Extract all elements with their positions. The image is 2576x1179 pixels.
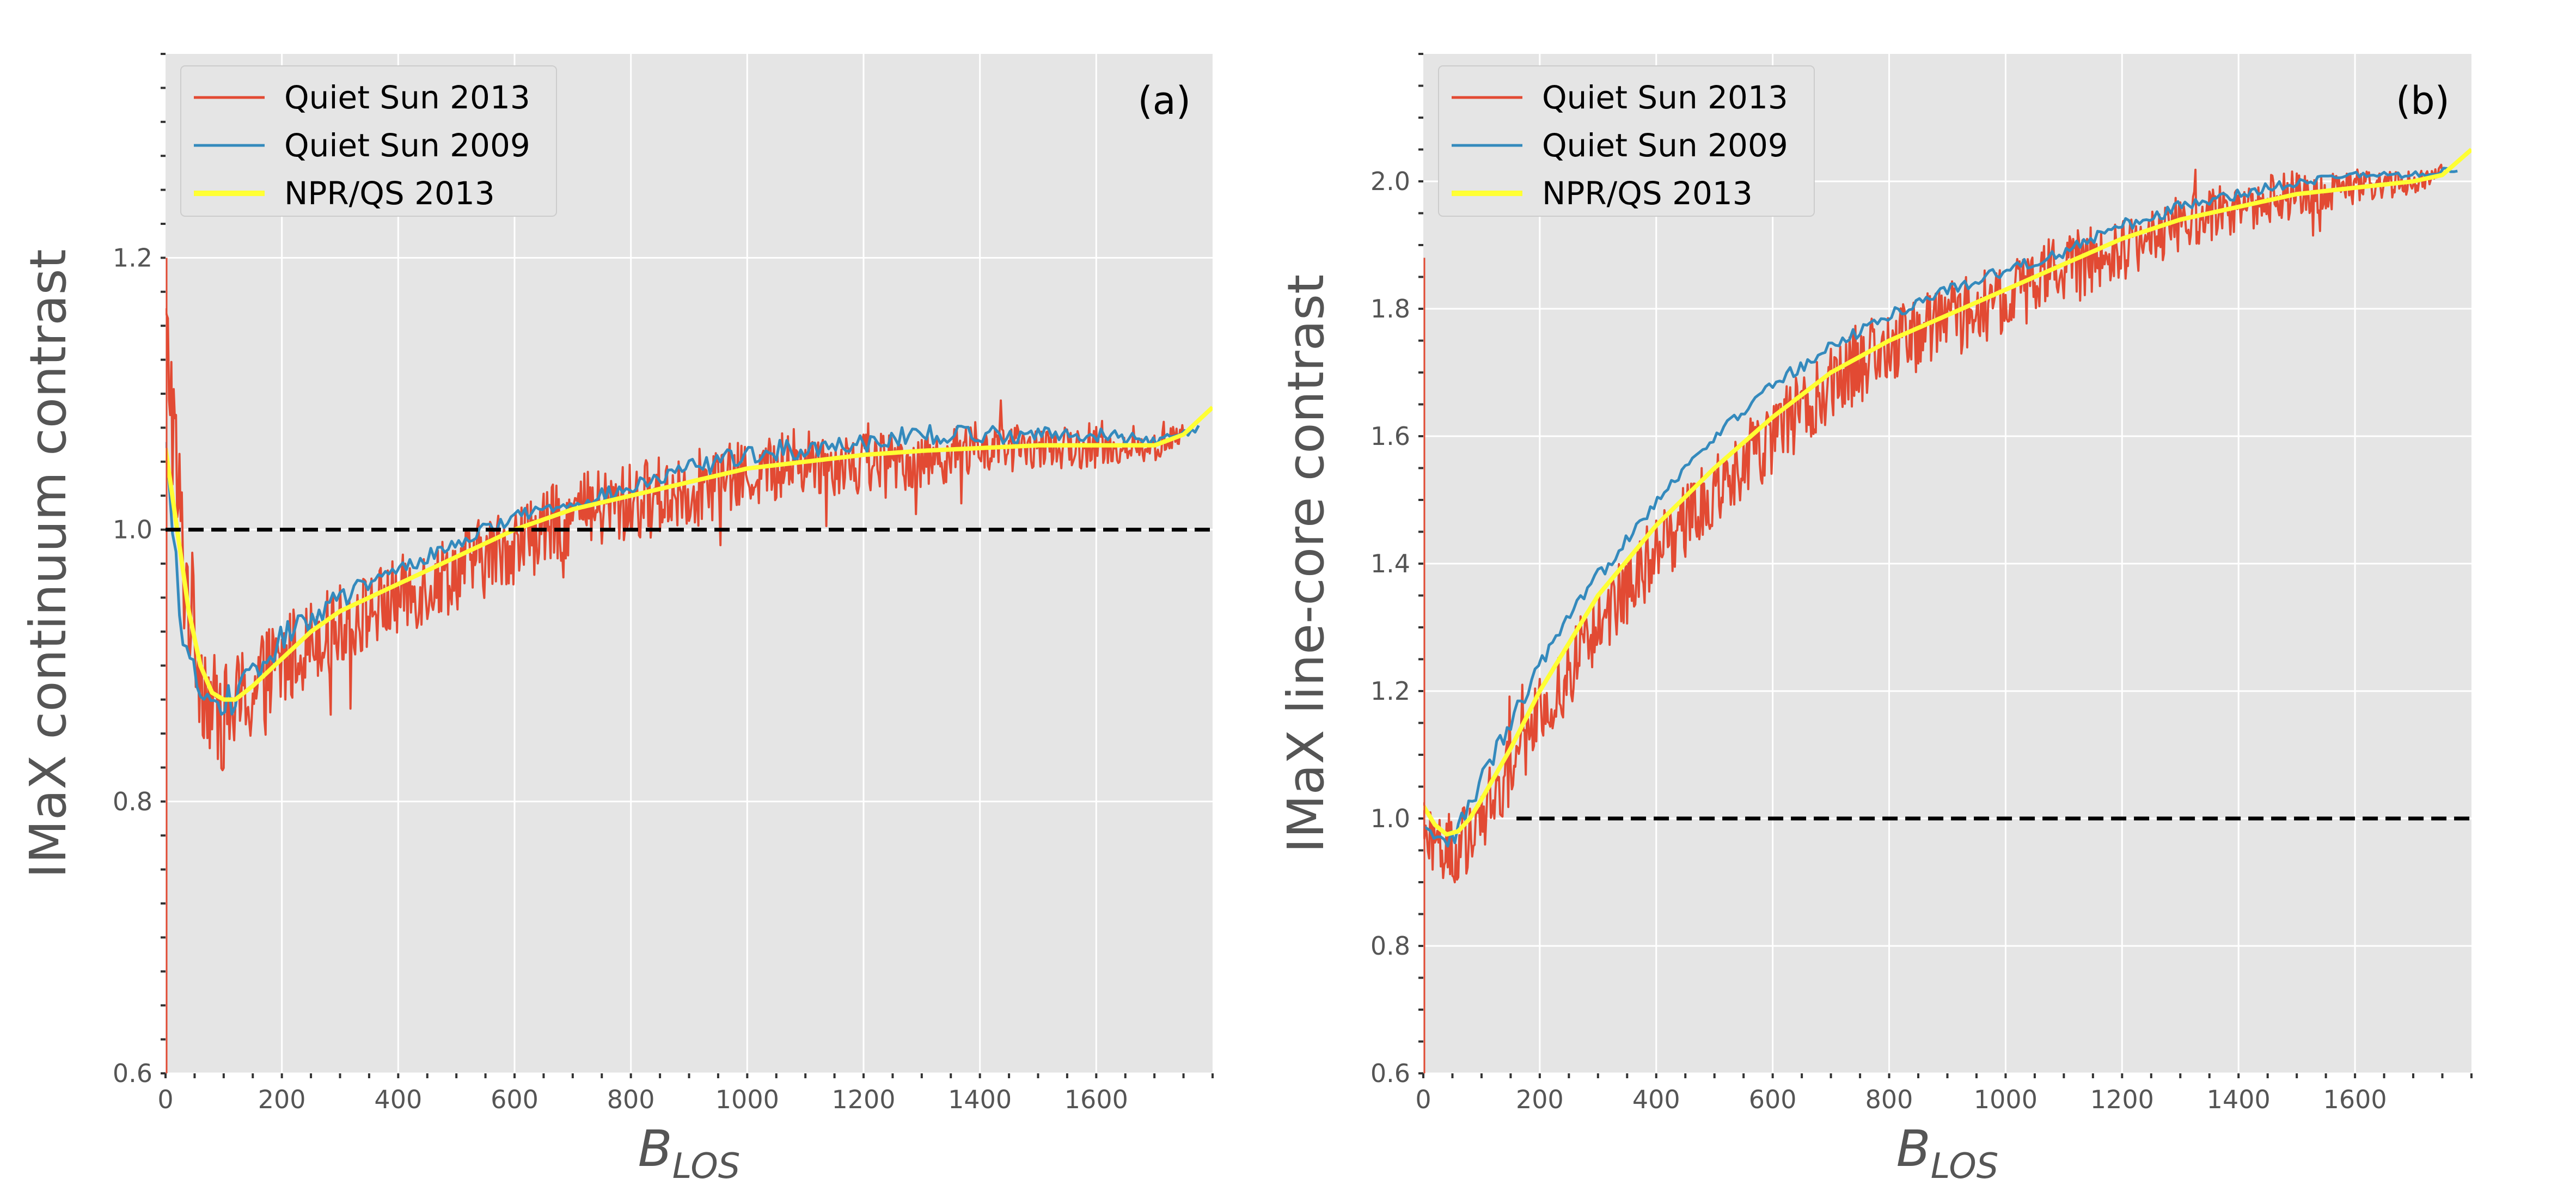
y-tick-label: 2.0 (1370, 167, 1410, 196)
y-tick-label: 0.8 (113, 787, 152, 816)
data-area (1423, 148, 2471, 1073)
x-tick-label: 1200 (2090, 1085, 2154, 1114)
y-tick-label: 1.0 (113, 515, 152, 545)
series-line-npr-qs-2013 (166, 406, 1213, 702)
chart-panel-a: 0 200 400 600 800 1000 1200 1400 1600 0.6 0.8 1.0 1.… (19, 53, 1214, 1179)
x-tick-label: 1200 (831, 1085, 895, 1114)
y-tick-label: 1.2 (1370, 676, 1410, 706)
x-tick-label: 1000 (715, 1085, 779, 1114)
x-axis-label-sub: LOS (672, 1146, 741, 1179)
legend: Quiet Sun 2013 Quiet Sun 2009 NPR/QS 2013 (1438, 65, 1815, 217)
plot-background (166, 54, 1213, 1073)
x-tick-label: 0 (1415, 1085, 1431, 1114)
x-axis-label-sub: LOS (1931, 1146, 1999, 1179)
legend: Quiet Sun 2013 Quiet Sun 2009 NPR/QS 2013 (180, 65, 557, 217)
legend-label: NPR/QS 2013 (1542, 175, 1753, 212)
y-axis-label: IMaX continuum contrast (19, 249, 77, 878)
x-tick-label: 0 (157, 1085, 173, 1114)
x-axis-label: BLOS (638, 1120, 741, 1179)
series-line-quiet-sun-2009 (1423, 167, 2458, 848)
panel-label: (a) (1137, 78, 1191, 123)
chart-panel-b: 0 200 400 600 800 1000 1200 1400 1600 0.6 0.8 1.0 1.… (1277, 53, 2473, 1179)
x-tick-label: 200 (1516, 1085, 1564, 1114)
legend-box (180, 65, 557, 217)
legend-label: NPR/QS 2013 (284, 175, 495, 212)
x-tick-label: 800 (1865, 1085, 1913, 1114)
y-tick-label: 0.8 (1370, 931, 1410, 961)
x-tick-label: 400 (1632, 1085, 1680, 1114)
x-tick-label: 400 (374, 1085, 422, 1114)
series-line-quiet-sun-2013 (1423, 163, 2444, 884)
legend-label: Quiet Sun 2009 (284, 127, 530, 164)
y-tick-label: 0.6 (1370, 1059, 1410, 1088)
x-tick-label: 1600 (1064, 1085, 1128, 1114)
y-axis-label: IMaX line-core contrast (1277, 274, 1335, 853)
x-tick-label: 800 (607, 1085, 655, 1114)
x-tick-label: 1400 (948, 1085, 1012, 1114)
y-tick-label: 1.4 (1370, 549, 1410, 578)
x-tick-label: 1000 (1974, 1085, 2037, 1114)
x-tick-label: 600 (491, 1085, 539, 1114)
x-axis-label-main: B (638, 1120, 672, 1178)
panel-label: (b) (2396, 78, 2450, 123)
y-tick-label: 1.0 (1370, 804, 1410, 833)
series-line-quiet-sun-2013 (166, 308, 1185, 772)
y-tick-label: 1.8 (1370, 294, 1410, 323)
x-tick-label: 1400 (2207, 1085, 2271, 1114)
y-tick-label: 1.2 (113, 243, 152, 272)
series-line-quiet-sun-2009 (166, 424, 1200, 716)
x-axis-label-main: B (1896, 1120, 1931, 1178)
legend-label: Quiet Sun 2009 (1542, 127, 1788, 164)
legend-label: Quiet Sun 2013 (1542, 79, 1788, 116)
y-tick-label: 1.6 (1370, 421, 1410, 451)
series-line-npr-qs-2013 (1423, 148, 2471, 837)
x-tick-label: 600 (1749, 1085, 1797, 1114)
y-tick-label: 0.6 (113, 1059, 152, 1088)
x-tick-label: 200 (258, 1085, 306, 1114)
x-axis-label: BLOS (1896, 1120, 1999, 1179)
data-area (166, 258, 1213, 1073)
legend-label: Quiet Sun 2013 (284, 79, 530, 116)
legend-box (1438, 65, 1815, 217)
x-tick-label: 1600 (2323, 1085, 2387, 1114)
